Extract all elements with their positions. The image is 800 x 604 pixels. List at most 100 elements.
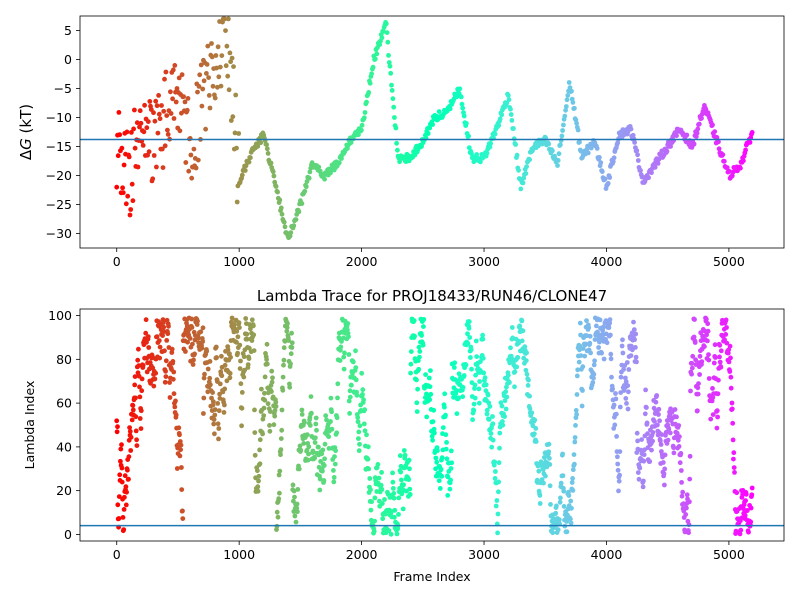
lambda-point xyxy=(204,348,210,354)
xtick-label: 0 xyxy=(113,547,121,562)
lambda-point xyxy=(594,323,599,329)
delta-g-point xyxy=(488,141,493,146)
delta-g-point xyxy=(130,198,136,204)
lambda-point xyxy=(574,392,580,397)
lambda-point xyxy=(229,315,235,321)
delta-g-point xyxy=(359,127,364,133)
lambda-point xyxy=(365,456,371,462)
lambda-point xyxy=(244,331,250,337)
xtick-label: 2000 xyxy=(346,547,378,562)
delta-g-point xyxy=(282,224,288,230)
delta-g-point xyxy=(484,150,490,156)
delta-g-point xyxy=(214,65,220,71)
lambda-point xyxy=(460,385,466,390)
lambda-point xyxy=(289,340,295,346)
lambda-point xyxy=(390,479,396,485)
lambda-point xyxy=(316,444,321,450)
delta-g-point xyxy=(228,59,234,65)
lambda-point xyxy=(623,379,629,385)
delta-g-point xyxy=(218,83,224,89)
lambda-point xyxy=(590,380,596,385)
delta-g-point xyxy=(521,175,527,181)
lambda-point xyxy=(201,411,206,416)
delta-g-point xyxy=(155,130,161,136)
lambda-point xyxy=(675,437,681,443)
lambda-point xyxy=(353,365,359,370)
xtick-label: 1000 xyxy=(223,254,255,269)
delta-g-point xyxy=(570,100,576,105)
lambda-point xyxy=(564,519,570,524)
delta-g-point xyxy=(117,132,123,138)
lambda-point xyxy=(214,355,220,360)
lambda-point xyxy=(123,502,129,508)
lambda-point xyxy=(560,451,565,457)
lambda-point xyxy=(167,380,173,385)
delta-g-point xyxy=(720,152,726,158)
delta-g-point xyxy=(163,69,169,75)
lambda-point xyxy=(125,467,130,473)
lambda-point xyxy=(378,482,384,488)
lambda-point xyxy=(211,417,217,422)
delta-g-point xyxy=(206,93,212,98)
lambda-point xyxy=(322,441,328,447)
lambda-point xyxy=(222,402,227,408)
lambda-point xyxy=(713,355,718,360)
lambda-point xyxy=(215,421,221,427)
lambda-point xyxy=(591,362,597,368)
lambda-point xyxy=(174,466,180,471)
lambda-point xyxy=(532,431,537,437)
lambda-point xyxy=(293,519,299,525)
lambda-point xyxy=(727,369,733,374)
delta-g-point xyxy=(395,147,400,153)
lambda-point xyxy=(644,405,649,410)
delta-g-point xyxy=(561,122,566,128)
lambda-point xyxy=(337,358,343,363)
lambda-point xyxy=(356,429,362,435)
lambda-point xyxy=(274,509,280,515)
delta-g-point xyxy=(213,53,219,58)
lambda-point xyxy=(296,466,302,472)
delta-g-point xyxy=(121,162,127,168)
lambda-point xyxy=(500,419,505,424)
lambda-point xyxy=(620,350,626,356)
lambda-point xyxy=(350,359,356,365)
lambda-point xyxy=(295,487,301,492)
lambda-point xyxy=(264,357,269,362)
lambda-point xyxy=(245,362,251,367)
delta-g-point xyxy=(217,64,223,70)
lambda-point xyxy=(121,507,127,512)
delta-g-point xyxy=(204,71,209,76)
delta-g-ylabel: ΔG (kT) xyxy=(17,104,35,160)
delta-g-point xyxy=(569,88,574,94)
delta-g-point xyxy=(464,121,469,126)
lambda-point xyxy=(239,423,245,429)
lambda-point xyxy=(466,319,472,324)
lambda-point xyxy=(119,479,125,485)
lambda-point xyxy=(198,329,204,335)
delta-g-point xyxy=(364,99,369,105)
lambda-point xyxy=(312,455,318,461)
lambda-point xyxy=(180,508,185,514)
lambda-point xyxy=(652,419,657,424)
lambda-point xyxy=(165,331,171,337)
delta-g-point xyxy=(385,39,391,45)
lambda-point xyxy=(483,382,489,388)
lambda-point xyxy=(496,479,502,485)
lambda-point xyxy=(224,378,230,384)
lambda-point xyxy=(435,448,440,454)
lambda-point xyxy=(360,392,365,397)
lambda-point xyxy=(723,317,729,323)
lambda-point xyxy=(118,458,123,464)
lambda-point xyxy=(608,351,614,357)
lambda-point xyxy=(292,494,297,500)
delta-g-point xyxy=(394,140,399,146)
delta-g-point xyxy=(278,205,284,211)
lambda-point xyxy=(236,320,242,326)
lambda-point xyxy=(119,465,125,471)
delta-g-point xyxy=(585,150,591,156)
lambda-point xyxy=(573,423,578,428)
lambda-point xyxy=(371,529,377,534)
lambda-point xyxy=(468,355,473,360)
lambda-point xyxy=(190,362,196,367)
lambda-point xyxy=(216,426,222,431)
